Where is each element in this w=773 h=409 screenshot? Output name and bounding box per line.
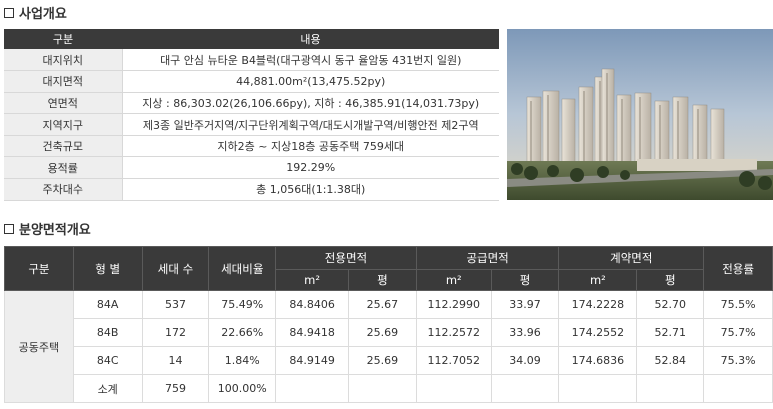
- area-ratio-cell: 22.66%: [208, 318, 277, 347]
- empty-cell: [415, 374, 492, 403]
- area-header-unit-py: 평: [348, 269, 417, 291]
- area-subtotal-households: 759: [141, 374, 210, 403]
- area-header-exclusive: 전용면적: [275, 246, 417, 270]
- overview-row: 대지위치 대구 안심 뉴타운 B4블럭(대구광역시 동구 율암동 431번지 일…: [4, 49, 499, 72]
- overview-key: 건축규모: [4, 135, 123, 158]
- overview-value: 44,881.00m²(13,475.52py): [122, 70, 499, 93]
- overview-value: 지상 : 86,303.02(26,106.66py), 지하 : 46,385…: [122, 92, 499, 115]
- area-type-cell: 84A: [72, 290, 143, 319]
- area-title-text: 분양면적개요: [19, 223, 91, 238]
- area-contract-py-cell: 52.70: [636, 290, 705, 319]
- overview-value: 총 1,056대(1:1.38대): [122, 178, 499, 201]
- overview-key: 용적률: [4, 156, 123, 180]
- area-subtotal-ratio: 100.00%: [208, 374, 277, 403]
- area-contract-py-cell: 52.84: [636, 346, 705, 375]
- area-exclusive-m2-cell: 84.8406: [275, 290, 349, 319]
- overview-value: 제3종 일반주거지역/지구단위계획구역/대도시개발구역/비행안전 제2구역: [122, 113, 499, 136]
- overview-row: 용적률 192.29%: [4, 156, 499, 180]
- overview-key: 지역지구: [4, 113, 123, 136]
- overview-value: 지하2층 ~ 지상18층 공동주택 759세대: [122, 135, 499, 158]
- area-usage-rate-cell: 75.3%: [703, 346, 773, 375]
- area-usage-rate-cell: 75.7%: [703, 318, 773, 347]
- area-header-unit-py: 평: [490, 269, 560, 291]
- empty-cell: [636, 374, 705, 403]
- area-header-unit-m2: m²: [558, 269, 638, 291]
- table-row: 공동주택 84A 537 75.49% 84.8406 25.67 112.29…: [4, 290, 773, 403]
- checkbox-square-icon: [4, 7, 14, 18]
- overview-row: 건축규모 지하2층 ~ 지상18층 공동주택 759세대: [4, 135, 499, 158]
- area-contract-m2-cell: 174.2552: [558, 318, 638, 347]
- overview-row: 지역지구 제3종 일반주거지역/지구단위계획구역/대도시개발구역/비행안전 제2…: [4, 113, 499, 136]
- checkbox-square-icon: [4, 223, 14, 234]
- empty-cell: [348, 374, 417, 403]
- table-row-subtotal: 소계 759 100.00%: [5, 374, 773, 403]
- area-supply-m2-cell: 112.2572: [415, 318, 492, 347]
- overview-header-row: 구분 내용: [4, 29, 499, 49]
- area-table: 구분 형 별 세대 수 세대비율 전용면적 공급면적 계약면적 전용률 m² 평…: [4, 246, 773, 403]
- area-header-row-sub: m² 평 m² 평 m² 평: [5, 269, 773, 291]
- area-header-unit-py: 평: [636, 269, 705, 291]
- table-row: 84C 14 1.84% 84.9149 25.69 112.7052 34.0…: [5, 346, 773, 375]
- area-category-cell: 공동주택: [4, 290, 74, 403]
- area-contract-m2-cell: 174.2228: [558, 290, 638, 319]
- area-header-row-top: 구분 형 별 세대 수 세대비율 전용면적 공급면적 계약면적 전용률: [4, 246, 773, 291]
- area-ratio-cell: 1.84%: [208, 346, 277, 375]
- area-supply-py-cell: 33.97: [490, 290, 560, 319]
- area-ratio-cell: 75.49%: [208, 290, 277, 319]
- area-subtotal-label: 소계: [72, 374, 143, 403]
- area-exclusive-py-cell: 25.69: [348, 346, 417, 375]
- area-households-cell: 172: [141, 318, 210, 347]
- area-exclusive-m2-cell: 84.9149: [275, 346, 349, 375]
- area-header-households: 세대 수: [141, 246, 210, 291]
- area-contract-m2-cell: 174.6836: [558, 346, 638, 375]
- area-header-unit-m2: m²: [275, 269, 349, 291]
- area-usage-rate-cell: 75.5%: [703, 290, 773, 319]
- area-header-category: 구분: [4, 246, 74, 291]
- overview-header-content: 내용: [122, 29, 499, 49]
- overview-row: 대지면적 44,881.00m²(13,475.52py): [4, 70, 499, 93]
- area-households-cell: 537: [141, 290, 210, 319]
- overview-row: 연면적 지상 : 86,303.02(26,106.66py), 지하 : 46…: [4, 92, 499, 115]
- apartment-complex-rendering-image: [507, 29, 773, 200]
- area-exclusive-py-cell: 25.69: [348, 318, 417, 347]
- overview-value: 192.29%: [122, 156, 499, 180]
- area-contract-py-cell: 52.71: [636, 318, 705, 347]
- area-header-unit-m2: m²: [415, 269, 492, 291]
- table-row: 84B 172 22.66% 84.9418 25.69 112.2572 33…: [5, 318, 773, 347]
- overview-key: 주차대수: [4, 178, 123, 201]
- area-exclusive-py-cell: 25.67: [348, 290, 417, 319]
- area-supply-py-cell: 33.96: [490, 318, 560, 347]
- overview-value: 대구 안심 뉴타운 B4블럭(대구광역시 동구 율암동 431번지 일원): [122, 49, 499, 72]
- area-type-cell: 84B: [72, 318, 143, 347]
- overview-row: 주차대수 총 1,056대(1:1.38대): [4, 178, 499, 201]
- overview-key: 연면적: [4, 92, 123, 115]
- empty-cell: [703, 374, 773, 403]
- area-type-cell: 84C: [72, 346, 143, 375]
- area-supply-m2-cell: 112.2990: [415, 290, 492, 319]
- area-header-contract: 계약면적: [558, 246, 705, 270]
- area-header-usage-rate: 전용률: [703, 246, 773, 291]
- overview-key: 대지위치: [4, 49, 123, 72]
- overview-header-category: 구분: [4, 29, 122, 49]
- area-header-ratio: 세대비율: [208, 246, 277, 291]
- empty-cell: [490, 374, 560, 403]
- area-header-type: 형 별: [72, 246, 143, 291]
- empty-cell: [558, 374, 638, 403]
- empty-cell: [275, 374, 349, 403]
- area-section-title: 분양면적개요: [4, 219, 91, 238]
- area-supply-py-cell: 34.09: [490, 346, 560, 375]
- area-supply-m2-cell: 112.7052: [415, 346, 492, 375]
- area-header-supply: 공급면적: [415, 246, 560, 270]
- area-households-cell: 14: [141, 346, 210, 375]
- overview-section-title: 사업개요: [4, 3, 67, 22]
- overview-table: 구분 내용 대지위치 대구 안심 뉴타운 B4블럭(대구광역시 동구 율암동 4…: [4, 29, 499, 201]
- area-exclusive-m2-cell: 84.9418: [275, 318, 349, 347]
- overview-key: 대지면적: [4, 70, 123, 93]
- overview-title-text: 사업개요: [19, 7, 67, 22]
